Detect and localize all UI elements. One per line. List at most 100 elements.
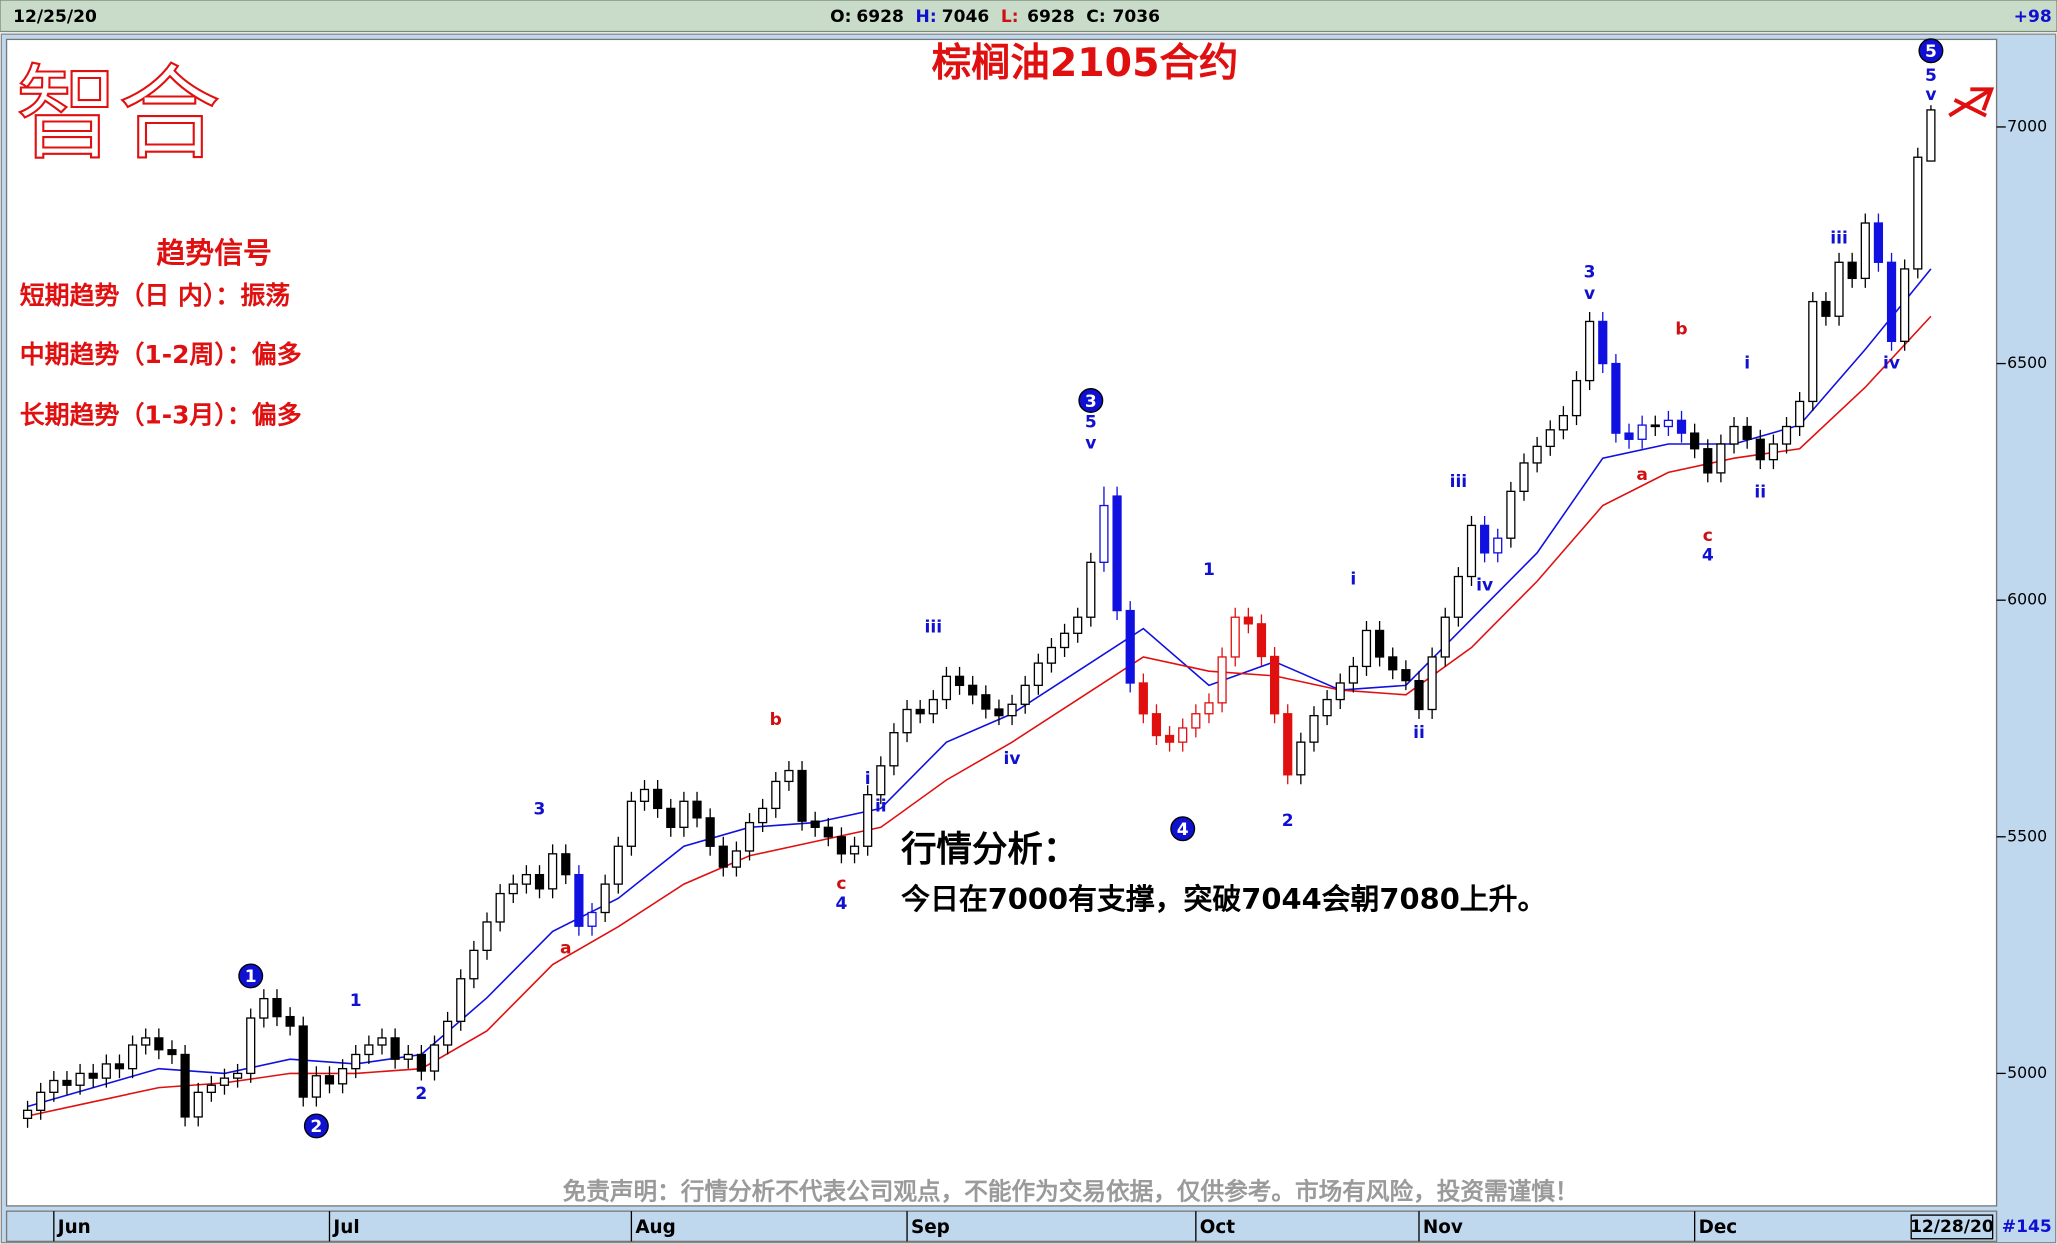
candle-body [219,1077,230,1086]
candle-body [613,845,623,885]
candle-body [377,1037,387,1046]
candle-body [141,1037,151,1046]
candle-body [416,1053,426,1072]
candle-body [1847,261,1857,280]
candle-body [1256,623,1267,658]
candle-body [298,1025,308,1098]
y-tick-label: 5000 [2007,1063,2047,1082]
moving-average [27,268,1932,1108]
candle-body [1086,561,1096,618]
candle-body [1427,656,1437,711]
candle-body [968,684,978,696]
wave-label: ii [1413,723,1425,743]
wave-label: iv [1004,749,1021,769]
candle-body [233,1072,243,1079]
candle-body [574,873,584,927]
candle-body [534,873,545,890]
candle-body [1230,616,1240,658]
candle-body [797,769,807,822]
candle-body [1125,609,1135,684]
candle-body [1388,656,1398,671]
candle-body [482,921,492,952]
signal-line: 短期趋势（日 内）：振荡 [20,281,291,310]
wave-label: 2 [1282,811,1294,831]
header-change: +98 [2014,7,2052,27]
candle-body [88,1072,98,1079]
wave-label: iii [925,618,943,638]
candle-body [1768,443,1779,461]
wave-label: b [770,710,782,730]
candle-body [1020,684,1030,705]
candle-body [75,1072,85,1086]
candle-body [1007,703,1017,717]
candle-body [1493,537,1503,554]
y-tick-label: 6000 [2007,590,2047,609]
candle-body [1585,320,1595,382]
y-tick-label: 6500 [2007,353,2047,372]
candle-body [127,1044,138,1070]
candle-body [744,821,755,852]
candle-body [679,800,689,828]
candle-body [1073,616,1083,634]
candle-body [338,1068,348,1085]
candle-body [915,708,925,715]
candle-body [1821,300,1831,317]
candle-body [206,1084,216,1093]
candle-body [1663,419,1673,428]
candle-body [954,675,965,687]
header-label: L: [1001,7,1019,27]
candle-body [1860,222,1870,280]
wave-label: c [836,874,846,894]
candle-body [1164,734,1175,743]
wave-label: 1 [350,991,362,1011]
candle-body [1283,713,1293,776]
candle-body [456,978,466,1023]
header-label: C: [1086,7,1105,27]
wave-label: v [1925,85,1936,105]
wave-label: 3 [1085,392,1097,412]
candle-body [902,708,912,734]
candle-body [429,1044,440,1072]
candle-body [771,780,781,810]
wave-label: 3 [1584,263,1596,283]
footer-date: 12/28/20 [1910,1217,1994,1237]
candle-body [1361,629,1372,668]
candle-body [1243,616,1253,625]
header-value: 7036 [1113,7,1160,27]
candle-body [259,997,269,1019]
candle-body [1637,424,1647,440]
wave-label: i [865,769,871,789]
candle-body [548,853,558,890]
candle-body [587,911,597,927]
wave-label: c [1703,526,1713,546]
candle-body [1611,362,1621,434]
candle-body [364,1044,374,1056]
wave-label: iii [1830,229,1848,249]
candle-body [823,826,833,838]
candle-body [994,708,1004,717]
candle-body [1335,682,1345,701]
header-value: 7046 [942,7,989,27]
x-tick-label: Nov [1423,1217,1463,1238]
header-date: 12/25/20 [13,7,97,27]
candle-body [863,794,873,847]
candle-body [1755,438,1765,461]
candle-body [1676,419,1687,434]
wave-label: i [1744,354,1750,374]
candle-body [1178,727,1188,743]
candle-body [1913,156,1923,270]
candle-body [849,845,860,855]
candle-body [1191,713,1201,729]
candle-body [1440,616,1450,658]
y-tick-label: 7000 [2007,116,2047,135]
x-tick-label: Aug [635,1217,675,1238]
candle-body [639,788,650,802]
candle-body [981,694,991,710]
candle-body [941,675,952,701]
candle-body [521,873,531,885]
candle-body [1716,443,1726,474]
candle-body [167,1049,177,1056]
wave-label: a [1636,465,1648,485]
candle-body [1545,429,1555,448]
wave-circle [1170,816,1196,842]
